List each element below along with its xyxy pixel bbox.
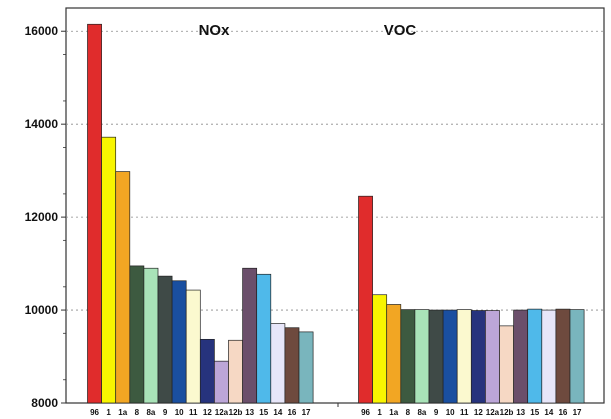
category-label: 96 (90, 408, 99, 417)
bar-voc-15 (527, 308, 543, 404)
bar-nox-16 (284, 327, 300, 404)
category-labels: 96 1 1a 8 8a 9 10 11 12 12a 12b 13 15 14 16 17 96 1 1a 8 8a 9… (90, 408, 582, 417)
y-tick-label: 8000 (31, 396, 58, 410)
bar-nox-13 (242, 267, 258, 404)
bar-voc-1a (386, 304, 402, 404)
bar-nox-10 (171, 280, 187, 404)
bar-nox-12 (199, 338, 215, 404)
group-title-voc: VOC (384, 22, 417, 39)
category-label: 16 (558, 408, 567, 417)
group-title-nox: NOx (199, 22, 231, 39)
bar-nox-14 (270, 323, 286, 404)
y-axis: 8000 10000 12000 14000 16000 (25, 24, 339, 410)
bar-voc-9 (428, 309, 444, 404)
category-label: 12b (229, 408, 243, 417)
y-tick-label: 14000 (25, 117, 59, 131)
category-label: 1 (377, 408, 382, 417)
bar-nox-11 (185, 289, 201, 404)
bar-voc-8 (400, 309, 416, 404)
y-tick-label: 10000 (25, 303, 59, 317)
category-label: 8a (146, 408, 155, 417)
category-label: 13 (516, 408, 525, 417)
bars (87, 23, 585, 404)
y-tick-label: 12000 (25, 210, 59, 224)
category-label: 11 (189, 408, 198, 417)
category-label: 17 (573, 408, 582, 417)
bar-voc-11 (456, 309, 472, 404)
bar-nox-12a (214, 360, 229, 404)
bar-voc-96 (358, 195, 373, 404)
category-label: 1a (118, 408, 127, 417)
category-label: 12 (474, 408, 483, 417)
category-label: 14 (273, 408, 282, 417)
category-label: 1 (106, 408, 111, 417)
category-label: 8a (417, 408, 426, 417)
bar-voc-1 (372, 294, 388, 404)
bar-nox-17 (298, 331, 314, 404)
bar-nox-15 (256, 273, 272, 404)
bar-voc-14 (541, 309, 557, 404)
bar-nox-1a (115, 171, 131, 404)
category-label: 15 (259, 408, 268, 417)
bar-voc-12 (470, 310, 486, 404)
bar-voc-8a (414, 309, 430, 404)
category-label: 12 (203, 408, 212, 417)
bar-voc-12b (499, 325, 514, 404)
bar-voc-13 (513, 309, 529, 404)
bar-nox-12b (228, 339, 243, 404)
y-tick-label: 16000 (25, 24, 59, 38)
category-label: 16 (287, 408, 296, 417)
category-label: 17 (302, 408, 311, 417)
bar-nox-8a (143, 267, 159, 404)
bar-voc-12a (485, 310, 500, 404)
category-label: 8 (406, 408, 411, 417)
category-label: 11 (460, 408, 469, 417)
group-titles: NOx VOC (199, 22, 417, 39)
category-label: 10 (446, 408, 455, 417)
category-label: 12a (215, 408, 229, 417)
bar-nox-1 (101, 136, 117, 404)
category-label: 9 (434, 408, 439, 417)
category-label: 10 (175, 408, 184, 417)
bar-nox-9 (157, 275, 173, 404)
bar-voc-10 (442, 309, 458, 404)
bar-nox-96 (87, 23, 102, 404)
category-label: 1a (389, 408, 398, 417)
category-label: 15 (530, 408, 539, 417)
category-label: 12b (500, 408, 514, 417)
bar-nox-8 (129, 265, 145, 404)
bar-voc-17 (569, 309, 585, 404)
category-label: 12a (486, 408, 500, 417)
bar-voc-16 (555, 308, 571, 404)
category-label: 96 (361, 408, 370, 417)
category-label: 13 (245, 408, 254, 417)
category-label: 8 (135, 408, 140, 417)
category-label: 9 (163, 408, 168, 417)
category-label: 14 (544, 408, 553, 417)
